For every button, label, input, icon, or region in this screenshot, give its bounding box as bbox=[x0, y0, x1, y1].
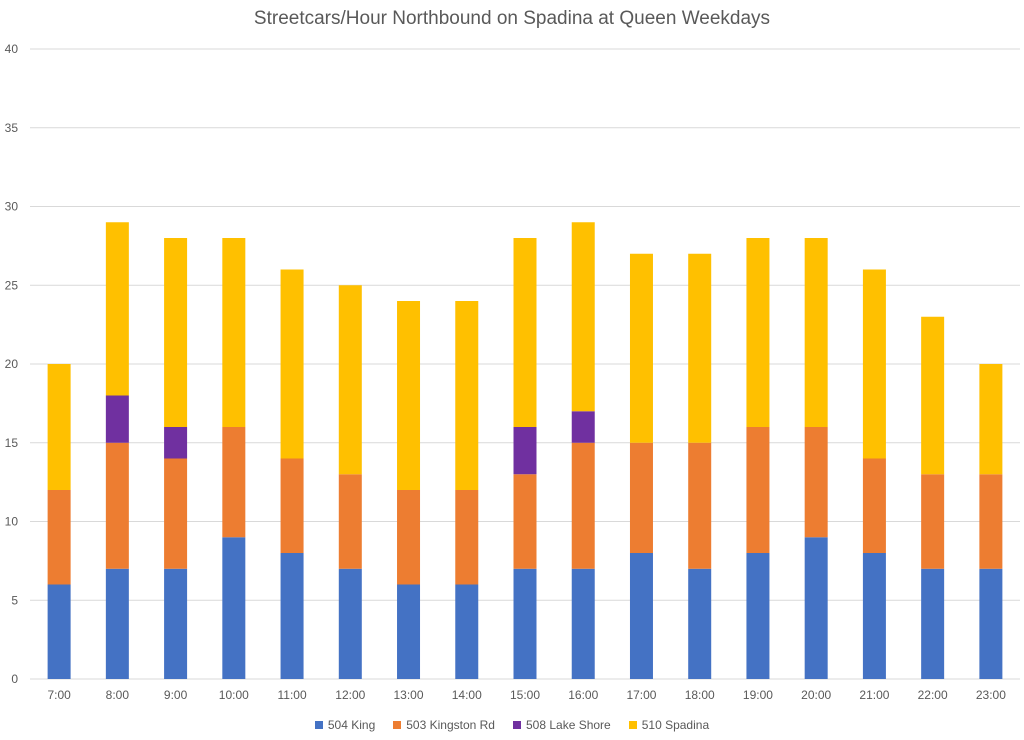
bar-segment-510-spadina-1000 bbox=[222, 238, 246, 427]
bar-segment-503-kingston-rd-1100 bbox=[280, 458, 304, 553]
bar-segment-503-kingston-rd-1900 bbox=[746, 427, 770, 553]
bar-segment-510-spadina-1200 bbox=[338, 285, 362, 475]
y-tick-label: 20 bbox=[5, 357, 19, 371]
x-tick-label: 10:00 bbox=[219, 688, 249, 702]
legend-item: 508 Lake Shore bbox=[512, 718, 611, 732]
bar-segment-510-spadina-1100 bbox=[280, 269, 304, 459]
x-tick-label: 12:00 bbox=[335, 688, 365, 702]
bar-segment-510-spadina-2200 bbox=[921, 316, 945, 475]
bar-segment-510-spadina-2000 bbox=[804, 238, 828, 427]
y-tick-label: 30 bbox=[5, 200, 19, 214]
x-tick-label: 8:00 bbox=[106, 688, 130, 702]
bar-segment-504-king-1300 bbox=[397, 584, 421, 679]
bar-segment-504-king-1900 bbox=[746, 553, 770, 679]
bar-segment-504-king-1400 bbox=[455, 584, 479, 679]
x-tick-label: 14:00 bbox=[452, 688, 482, 702]
y-tick-label: 0 bbox=[11, 672, 18, 686]
chart-legend: 504 King 503 Kingston Rd 508 Lake Shore 510… bbox=[0, 718, 1024, 732]
bar-segment-503-kingston-rd-1800 bbox=[688, 442, 712, 569]
x-tick-label: 11:00 bbox=[277, 688, 306, 702]
legend-label: 508 Lake Shore bbox=[525, 718, 611, 732]
x-tick-label: 13:00 bbox=[394, 688, 424, 702]
bar-segment-504-king-700 bbox=[47, 584, 71, 679]
bar-segment-510-spadina-1300 bbox=[397, 301, 421, 490]
bar-segment-504-king-2300 bbox=[979, 568, 1003, 679]
bar-segment-510-spadina-800 bbox=[105, 222, 129, 396]
bar-segment-510-spadina-1700 bbox=[629, 253, 653, 443]
bar-segment-504-king-2100 bbox=[862, 553, 886, 679]
x-tick-label: 20:00 bbox=[801, 688, 831, 702]
x-tick-label: 17:00 bbox=[626, 688, 656, 702]
bar-segment-503-kingston-rd-2100 bbox=[862, 458, 886, 553]
bar-segment-503-kingston-rd-1000 bbox=[222, 427, 246, 538]
bar-segment-504-king-1000 bbox=[222, 537, 246, 679]
bar-segment-503-kingston-rd-1500 bbox=[513, 474, 537, 569]
bar-segment-504-king-1100 bbox=[280, 553, 304, 679]
chart-title: Streetcars/Hour Northbound on Spadina at… bbox=[253, 8, 771, 29]
legend-item: 503 Kingston Rd bbox=[393, 718, 495, 732]
bar-segment-510-spadina-900 bbox=[164, 238, 188, 427]
bar-segment-510-spadina-1900 bbox=[746, 238, 770, 427]
bar-segment-504-king-1700 bbox=[629, 553, 653, 679]
legend-label: 503 Kingston Rd bbox=[406, 718, 495, 732]
x-tick-label: 16:00 bbox=[568, 688, 598, 702]
y-tick-label: 5 bbox=[11, 593, 18, 607]
bar-segment-504-king-900 bbox=[164, 568, 188, 679]
bar-segment-503-kingston-rd-2200 bbox=[921, 474, 945, 569]
bar-segment-508-lake-shore-800 bbox=[105, 395, 129, 443]
bar-segment-510-spadina-700 bbox=[47, 364, 71, 490]
legend-item: 504 King bbox=[314, 718, 376, 732]
x-tick-label: 22:00 bbox=[918, 688, 948, 702]
bar-segment-504-king-800 bbox=[105, 568, 129, 679]
legend-swatch bbox=[512, 721, 521, 729]
bar-segment-504-king-1500 bbox=[513, 568, 537, 679]
bar-segment-510-spadina-1400 bbox=[455, 301, 479, 490]
bar-segment-504-king-1200 bbox=[338, 568, 362, 679]
x-tick-label: 19:00 bbox=[743, 688, 773, 702]
x-tick-label: 18:00 bbox=[685, 688, 715, 702]
legend-swatch bbox=[393, 721, 402, 729]
x-tick-label: 7:00 bbox=[47, 688, 71, 702]
x-tick-label: 21:00 bbox=[859, 688, 889, 702]
bar-segment-503-kingston-rd-700 bbox=[47, 490, 71, 585]
x-tick-label: 15:00 bbox=[510, 688, 540, 702]
y-tick-label: 10 bbox=[5, 515, 19, 529]
legend-label: 504 King bbox=[327, 718, 376, 732]
bar-segment-503-kingston-rd-800 bbox=[105, 442, 129, 569]
y-tick-label: 40 bbox=[5, 42, 19, 56]
y-tick-label: 15 bbox=[5, 436, 19, 450]
bar-segment-510-spadina-2300 bbox=[979, 364, 1003, 475]
bar-segment-503-kingston-rd-2300 bbox=[979, 474, 1003, 569]
bar-segment-503-kingston-rd-2000 bbox=[804, 427, 828, 538]
bar-segment-503-kingston-rd-1600 bbox=[571, 442, 595, 569]
bar-segment-504-king-1600 bbox=[571, 568, 595, 679]
y-tick-label: 25 bbox=[5, 278, 19, 292]
bar-segment-503-kingston-rd-900 bbox=[164, 458, 188, 569]
legend-swatch bbox=[628, 721, 637, 729]
bar-segment-508-lake-shore-1500 bbox=[513, 427, 537, 475]
bar-segment-503-kingston-rd-1700 bbox=[629, 442, 653, 553]
bar-segment-504-king-2200 bbox=[921, 568, 945, 679]
bar-segment-508-lake-shore-1600 bbox=[571, 411, 595, 443]
bar-segment-503-kingston-rd-1400 bbox=[455, 490, 479, 585]
bar-segment-510-spadina-1600 bbox=[571, 222, 595, 412]
bar-segment-510-spadina-1800 bbox=[688, 253, 712, 443]
x-tick-label: 9:00 bbox=[164, 688, 188, 702]
bar-segment-503-kingston-rd-1200 bbox=[338, 474, 362, 569]
bar-segment-504-king-1800 bbox=[688, 568, 712, 679]
legend-label: 510 Spadina bbox=[641, 718, 710, 732]
bar-segment-504-king-2000 bbox=[804, 537, 828, 679]
bar-segment-510-spadina-2100 bbox=[862, 269, 886, 459]
legend-item: 510 Spadina bbox=[628, 718, 710, 732]
bar-segment-503-kingston-rd-1300 bbox=[397, 490, 421, 585]
bar-segment-510-spadina-1500 bbox=[513, 238, 537, 427]
legend-swatch bbox=[314, 721, 323, 729]
x-tick-label: 23:00 bbox=[976, 688, 1006, 702]
y-tick-label: 35 bbox=[5, 121, 19, 135]
bar-segment-508-lake-shore-900 bbox=[164, 427, 188, 459]
